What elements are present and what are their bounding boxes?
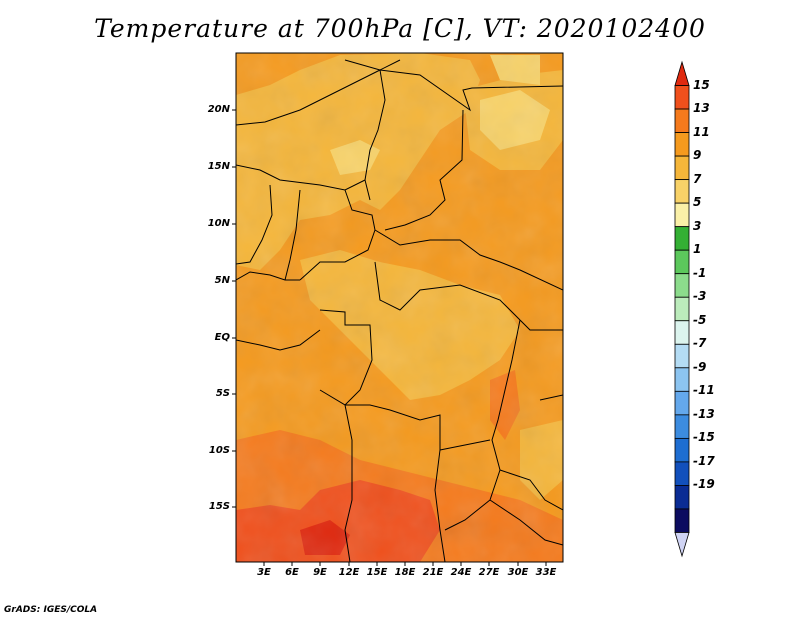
colorbar-segment bbox=[674, 320, 690, 345]
colorbar-segment bbox=[674, 461, 690, 486]
lat-tick-marks bbox=[232, 109, 236, 508]
colorbar-segment bbox=[674, 249, 690, 275]
lat-label-5s: 5S bbox=[215, 388, 230, 399]
colorbar-segment bbox=[674, 132, 690, 157]
colorbar-label: -13 bbox=[693, 406, 715, 421]
colorbar-segment bbox=[674, 367, 690, 392]
temperature-field bbox=[236, 53, 563, 562]
colorbar-segment bbox=[674, 85, 690, 110]
lon-tick-marks bbox=[263, 562, 547, 566]
colorbar-segment bbox=[674, 532, 690, 558]
colorbar-label: -19 bbox=[693, 477, 715, 492]
colorbar-label: -11 bbox=[693, 383, 715, 398]
map-border bbox=[235, 52, 564, 563]
colorbar-segment bbox=[674, 485, 690, 510]
lon-label-6e: 6E bbox=[285, 567, 299, 578]
colorbar-label: -3 bbox=[693, 289, 707, 304]
lon-label-18e: 18E bbox=[394, 567, 416, 578]
colorbar-segment bbox=[674, 437, 690, 463]
credit-text: GrADS: IGES/COLA bbox=[4, 605, 98, 615]
lon-label-30e: 30E bbox=[507, 567, 529, 578]
colorbar-segment bbox=[674, 202, 690, 228]
colorbar-label: 7 bbox=[693, 171, 702, 186]
map-title: Temperature at 700hPa [C], VT: 202010240… bbox=[94, 14, 706, 43]
colorbar-segment bbox=[674, 108, 690, 133]
lat-label-20n: 20N bbox=[207, 104, 230, 115]
colorbar-segment bbox=[674, 343, 690, 369]
lat-label-15s: 15S bbox=[208, 501, 230, 512]
lat-label-5n: 5N bbox=[214, 275, 230, 286]
lat-label-15n: 15N bbox=[207, 161, 230, 172]
colorbar-label: 9 bbox=[693, 148, 702, 163]
lon-label-27e: 27E bbox=[478, 567, 500, 578]
colorbar-segment bbox=[674, 273, 690, 298]
colorbar-label: -15 bbox=[693, 430, 715, 445]
field-texture bbox=[236, 53, 563, 562]
colorbar-label: 11 bbox=[693, 124, 710, 139]
colorbar-segment bbox=[674, 390, 690, 416]
colorbar-segment bbox=[674, 414, 690, 439]
colorbar-label: -9 bbox=[693, 359, 707, 374]
lon-label-9e: 9E bbox=[313, 567, 327, 578]
colorbar-label: 3 bbox=[693, 218, 702, 233]
lon-label-12e: 12E bbox=[338, 567, 360, 578]
colorbar-segment bbox=[674, 226, 690, 251]
colorbar-label: 1 bbox=[693, 242, 702, 257]
lon-label-15e: 15E bbox=[366, 567, 388, 578]
colorbar-segment bbox=[674, 179, 690, 204]
lat-label-eq: EQ bbox=[214, 332, 230, 343]
lon-label-24e: 24E bbox=[450, 567, 472, 578]
lon-label-21e: 21E bbox=[422, 567, 444, 578]
lon-label-33e: 33E bbox=[535, 567, 557, 578]
colorbar-label: 5 bbox=[693, 195, 702, 210]
colorbar-label: -7 bbox=[693, 336, 707, 351]
colorbar bbox=[674, 60, 690, 558]
lat-label-10s: 10S bbox=[208, 445, 230, 456]
colorbar-label: -5 bbox=[693, 312, 707, 327]
lon-label-3e: 3E bbox=[257, 567, 271, 578]
colorbar-label: -17 bbox=[693, 453, 715, 468]
colorbar-segment bbox=[674, 155, 690, 181]
colorbar-segment bbox=[674, 60, 690, 86]
colorbar-label: -1 bbox=[693, 265, 707, 280]
country-borders bbox=[236, 59, 563, 562]
colorbar-label: 15 bbox=[693, 77, 710, 92]
colorbar-label: 13 bbox=[693, 101, 710, 116]
colorbar-segment bbox=[674, 296, 690, 322]
lat-label-10n: 10N bbox=[207, 218, 230, 229]
colorbar-segment bbox=[674, 508, 690, 533]
